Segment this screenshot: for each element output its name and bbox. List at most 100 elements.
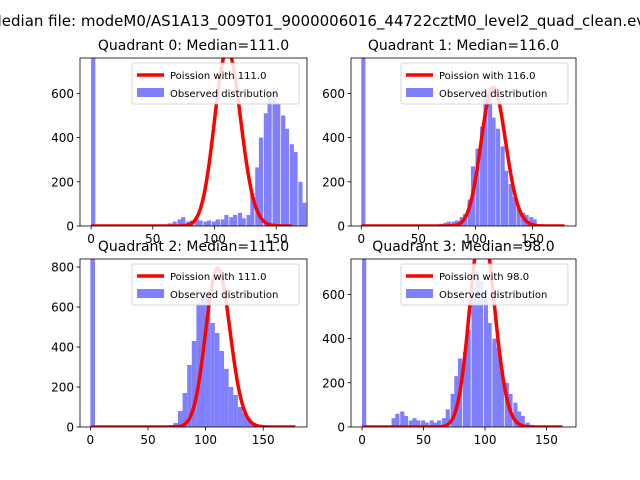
panel-0-legend: Poission with 111.0 Observed distribution [131, 62, 300, 105]
panel-0-hist-bar [255, 167, 260, 226]
panel-3-hist-bar [400, 411, 405, 427]
panel-2-axes-frame [79, 258, 308, 428]
panel-3-axes-frame [350, 258, 577, 428]
panel-0-hist-bar [307, 199, 311, 226]
panel-2-hist-bar [182, 393, 188, 427]
panel-2-xtick-label: 0 [87, 433, 95, 447]
panel-1-legend: Poission with 116.0 Observed distribution [400, 62, 569, 105]
panel-3-hist-bar [499, 369, 504, 427]
panel-3-xtick-label: 100 [474, 433, 497, 447]
panel-3-hist-bar [421, 420, 426, 427]
panel-0: Quadrant 0: Median=111.0 0 50 100 150 0 200 400… [51, 38, 323, 246]
panel-2-hist-bar [196, 303, 201, 427]
panel-0-hist-bar [289, 144, 294, 226]
panel-3-hist-bar [408, 420, 413, 427]
panel-1-hist-bar [512, 197, 517, 226]
panel-3-hist-bar [429, 420, 434, 427]
panel-1-hist-bar [504, 170, 509, 226]
panel-3-legend-label-observed: Observed distribution [439, 290, 547, 301]
panel-1-hist-bar [488, 93, 493, 226]
panel-3-hist-bar [462, 351, 468, 427]
panel-3-hist-bar [416, 420, 421, 427]
panel-1-xtick-label: 100 [464, 232, 487, 246]
panel-0-hist-bar [263, 113, 269, 226]
panel-3-hist-bar [520, 415, 525, 427]
panel-3-hist-bar [441, 418, 447, 427]
panel-2-poisson-line [89, 266, 297, 427]
panel-2-hist-bar [228, 387, 234, 427]
panel-0-xtick-label: 0 [87, 232, 95, 246]
panel-2-ytick-label: 800 [51, 261, 74, 275]
panel-0-axes-frame [79, 57, 308, 227]
panel-1-hist-bar [483, 93, 488, 226]
panel-0-legend-label-poisson: Poission with 111.0 [170, 71, 266, 82]
panel-3-hist-bar [437, 420, 442, 427]
panel-1-poisson-line [360, 85, 566, 226]
panel-3-hist-bar [483, 296, 488, 427]
panel-0-hist-bar [224, 214, 229, 226]
panel-0-hist-bar [181, 217, 186, 226]
panel-3-title: Quadrant 3: Median=98.0 [372, 239, 554, 255]
panel-1-hist-bar [500, 146, 505, 226]
panel-2-hist-bar [237, 407, 243, 427]
panel-1-ytick-label: 600 [322, 87, 345, 101]
panel-0-hist-bar [272, 87, 277, 226]
panel-0-xtick-label: 100 [203, 232, 226, 246]
panel-0-hist-bar [311, 198, 315, 226]
panel-1-legend-bar-swatch [406, 88, 433, 97]
panel-3-legend-bar-swatch [406, 289, 433, 298]
panel-2-hist-bar [177, 411, 183, 427]
panel-0-hist-bar [276, 103, 281, 226]
panel-0-ytick-label: 600 [51, 87, 74, 101]
panel-3-hist-bar [487, 323, 492, 427]
panel-0-hist-bar [203, 221, 208, 226]
panel-0-hist-bar [267, 92, 272, 226]
panel-2: Quadrant 2: Median=111.0 0 50 100 150 0 200 400… [51, 239, 308, 447]
panel-0-ytick-label: 200 [51, 175, 74, 189]
panel-3-hist-bar [433, 422, 438, 427]
panel-0-hist-bar [302, 202, 307, 226]
panel-2-hist-bar [224, 369, 229, 427]
panel-2-hist-bar [173, 423, 178, 427]
panel-3-hist-bar [395, 413, 400, 427]
panel-0-hist-bar [212, 221, 217, 226]
panel-0-poisson-line [89, 58, 294, 226]
panel-2-hist-bar [191, 341, 197, 427]
panel-1: Quadrant 1: Median=116.0 0 50 100 150 0 200 400… [322, 38, 577, 246]
panel-2-legend: Poission with 111.0 Observed distribution [131, 263, 300, 306]
panel-1-hist-bar [467, 199, 472, 226]
panel-2-legend-label-observed: Observed distribution [170, 290, 278, 301]
panel-3-hist-bar [412, 418, 417, 427]
panel-2-ytick-label: 0 [66, 421, 74, 435]
panel-0-hist-bar [91, 58, 96, 226]
panel-0-hist-bar [207, 220, 212, 226]
panel-3-hist-bar [475, 272, 480, 427]
panel-0-ytick-label: 400 [51, 131, 74, 145]
panel-0-hist-bar [319, 213, 323, 226]
panel-0-hist-bar [194, 219, 199, 226]
panel-3-hist-bar [362, 259, 367, 427]
panel-1-xtick-label: 0 [357, 232, 365, 246]
panel-0-hist-bar [258, 137, 264, 226]
panel-2-legend-label-poisson: Poission with 111.0 [170, 272, 266, 283]
panel-0-hist-bar [215, 219, 220, 226]
panel-0-hist-bar [241, 218, 246, 226]
panel-0-hist-bar [172, 221, 177, 226]
panel-1-hist-bar [496, 128, 501, 226]
panel-3-xtick-label: 150 [535, 433, 558, 447]
panel-3-xtick-label: 50 [416, 433, 431, 447]
panel-3-legend-frame [400, 263, 569, 306]
panel-2-hist-bar [233, 395, 238, 427]
panel-3-hist-bar [513, 402, 518, 427]
panel-0-hist-bar [316, 206, 320, 226]
panel-1-legend-label-poisson: Poission with 116.0 [439, 71, 535, 82]
panel-0-title: Quadrant 0: Median=111.0 [98, 38, 289, 54]
panel-1-ytick-label: 0 [337, 220, 345, 234]
panel-2-hist-bar [90, 259, 95, 427]
panel-1-axes-frame [350, 57, 577, 227]
panel-0-hist-bar [198, 220, 203, 226]
panel-3-ytick-label: 200 [322, 376, 345, 390]
panel-0-xtick-label: 150 [265, 232, 288, 246]
panel-0-hist-bar [237, 212, 243, 226]
